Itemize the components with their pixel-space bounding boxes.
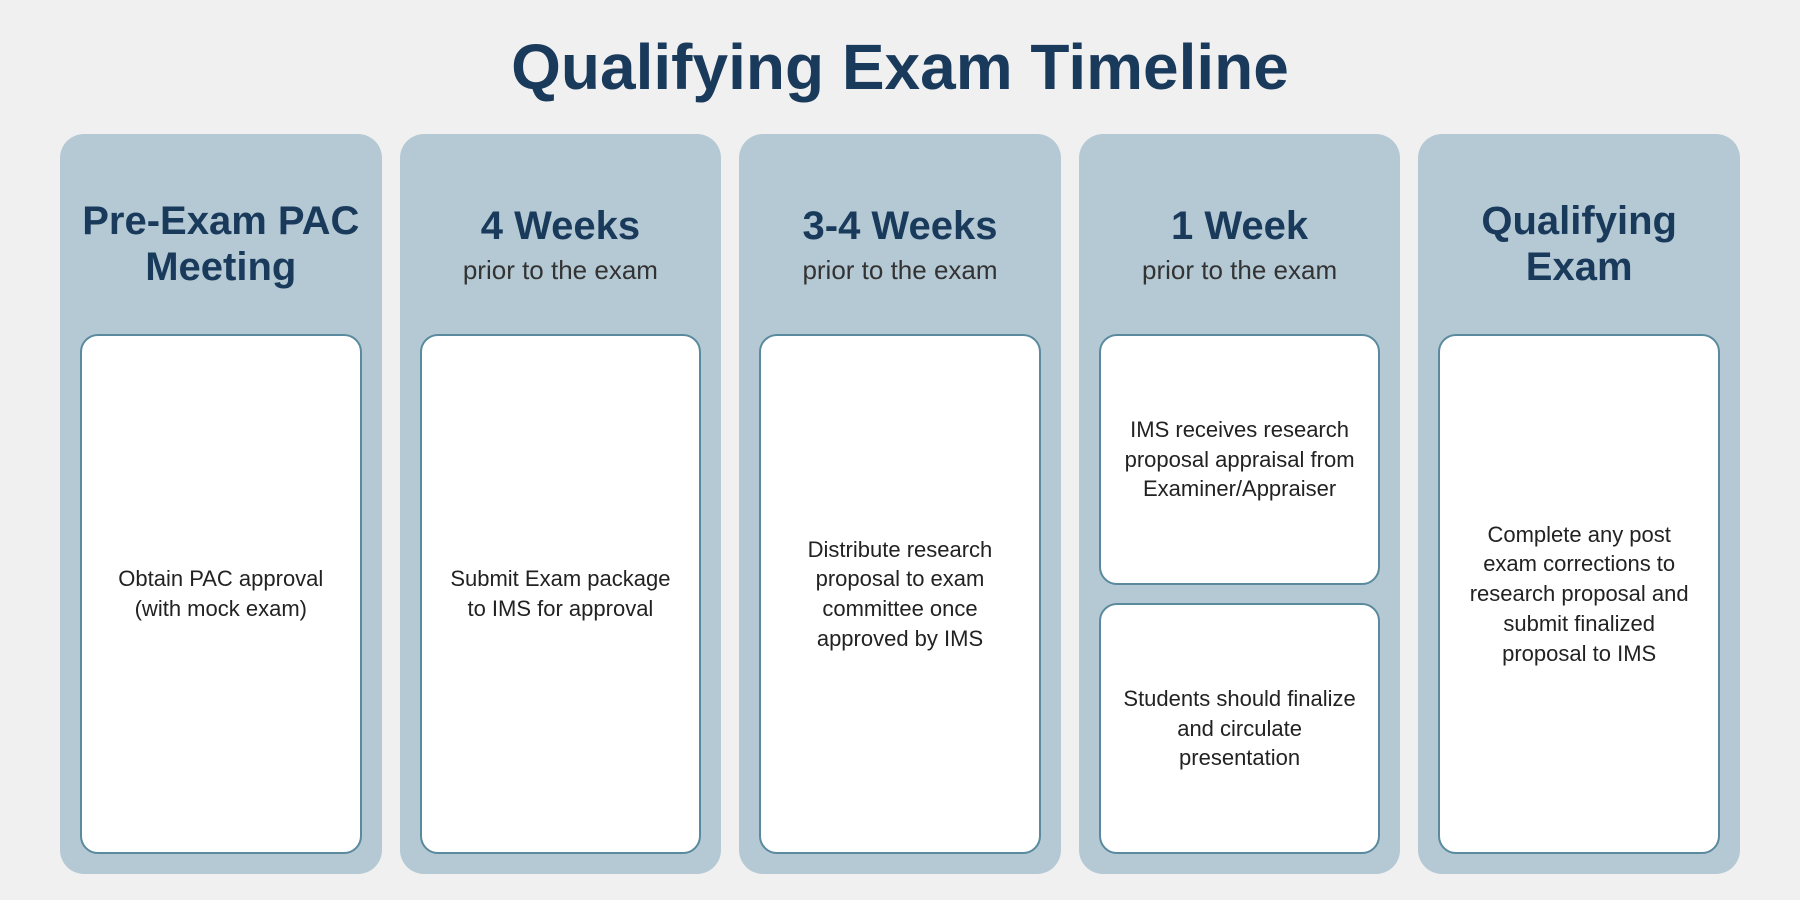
column-body: Complete any post exam corrections to re… bbox=[1438, 334, 1720, 854]
column-body: Obtain PAC approval (with mock exam) bbox=[80, 334, 362, 854]
column-header: 4 Weeks prior to the exam bbox=[420, 154, 702, 334]
column-body: Submit Exam package to IMS for approval bbox=[420, 334, 702, 854]
page-title: Qualifying Exam Timeline bbox=[60, 30, 1740, 104]
timeline-column-qualifying-exam: Qualifying Exam Complete any post exam c… bbox=[1418, 134, 1740, 874]
timeline-column-3-4-weeks: 3-4 Weeks prior to the exam Distribute r… bbox=[739, 134, 1061, 874]
content-box: Students should finalize and circulate p… bbox=[1099, 603, 1381, 854]
column-title: Pre-Exam PAC Meeting bbox=[80, 198, 362, 290]
content-text: Obtain PAC approval (with mock exam) bbox=[100, 564, 342, 623]
content-text: IMS receives research proposal appraisal… bbox=[1119, 415, 1361, 504]
content-box: Complete any post exam corrections to re… bbox=[1438, 334, 1720, 854]
column-title: 4 Weeks bbox=[420, 203, 702, 249]
column-body: IMS receives research proposal appraisal… bbox=[1099, 334, 1381, 854]
column-header: Pre-Exam PAC Meeting bbox=[80, 154, 362, 334]
content-text: Submit Exam package to IMS for approval bbox=[440, 564, 682, 623]
timeline-column-1-week: 1 Week prior to the exam IMS receives re… bbox=[1079, 134, 1401, 874]
content-box: IMS receives research proposal appraisal… bbox=[1099, 334, 1381, 585]
content-text: Distribute research proposal to exam com… bbox=[779, 535, 1021, 654]
timeline-columns: Pre-Exam PAC Meeting Obtain PAC approval… bbox=[60, 134, 1740, 874]
column-header: 3-4 Weeks prior to the exam bbox=[759, 154, 1041, 334]
column-title: 3-4 Weeks bbox=[759, 203, 1041, 249]
column-subtitle: prior to the exam bbox=[759, 255, 1041, 286]
timeline-column-4-weeks: 4 Weeks prior to the exam Submit Exam pa… bbox=[400, 134, 722, 874]
column-title: Qualifying Exam bbox=[1438, 198, 1720, 290]
column-subtitle: prior to the exam bbox=[1099, 255, 1381, 286]
timeline-column-pre-exam: Pre-Exam PAC Meeting Obtain PAC approval… bbox=[60, 134, 382, 874]
content-box: Obtain PAC approval (with mock exam) bbox=[80, 334, 362, 854]
content-text: Students should finalize and circulate p… bbox=[1119, 684, 1361, 773]
column-body: Distribute research proposal to exam com… bbox=[759, 334, 1041, 854]
content-box: Distribute research proposal to exam com… bbox=[759, 334, 1041, 854]
content-box: Submit Exam package to IMS for approval bbox=[420, 334, 702, 854]
column-header: 1 Week prior to the exam bbox=[1099, 154, 1381, 334]
column-title: 1 Week bbox=[1099, 203, 1381, 249]
column-header: Qualifying Exam bbox=[1438, 154, 1720, 334]
content-text: Complete any post exam corrections to re… bbox=[1458, 520, 1700, 668]
column-subtitle: prior to the exam bbox=[420, 255, 702, 286]
